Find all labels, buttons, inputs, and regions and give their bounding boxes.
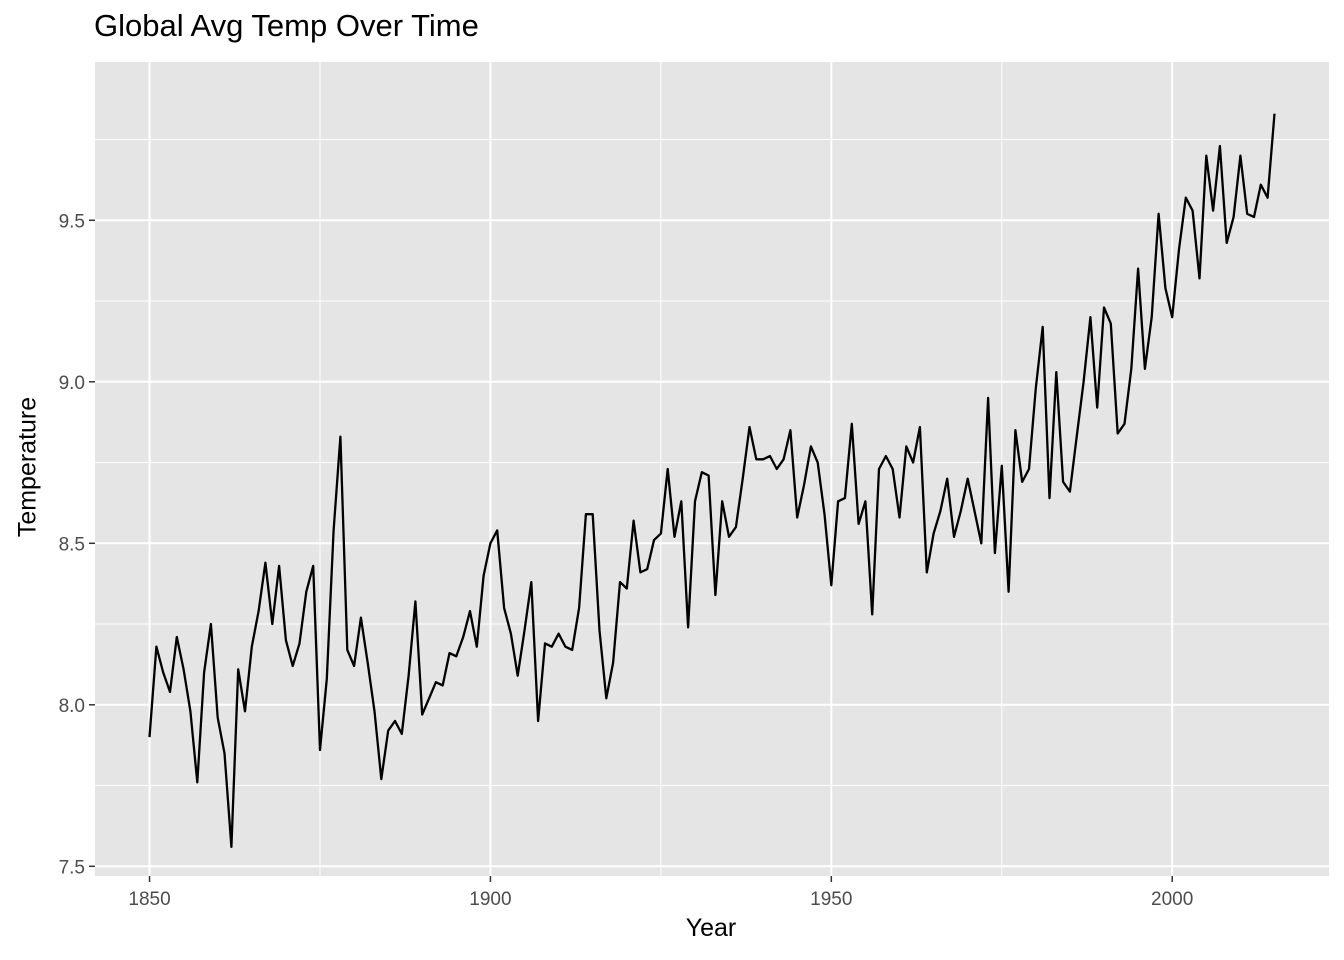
x-tick-label: 1900	[469, 889, 511, 910]
y-tick-label: 9.0	[59, 373, 85, 394]
major-gridlines	[95, 62, 1329, 876]
temperature-line	[148, 113, 1276, 849]
x-axis-label: Year	[685, 914, 737, 942]
chart-title: Global Avg Temp Over Time	[94, 8, 479, 43]
y-tick-label: 8.5	[59, 534, 85, 555]
y-tick-label: 7.5	[59, 857, 85, 878]
x-tick-label: 1950	[810, 889, 852, 910]
y-axis: 7.5 8.0 8.5 9.0 9.5	[59, 211, 95, 878]
x-tick-label: 1850	[128, 889, 170, 910]
temperature-series	[148, 113, 1276, 849]
y-tick-label: 9.5	[59, 211, 85, 232]
plot-panel	[95, 62, 1329, 876]
y-tick-label: 8.0	[59, 696, 85, 717]
x-axis: 1850 1900 1950 2000	[128, 876, 1193, 910]
x-tick-label: 2000	[1151, 889, 1193, 910]
